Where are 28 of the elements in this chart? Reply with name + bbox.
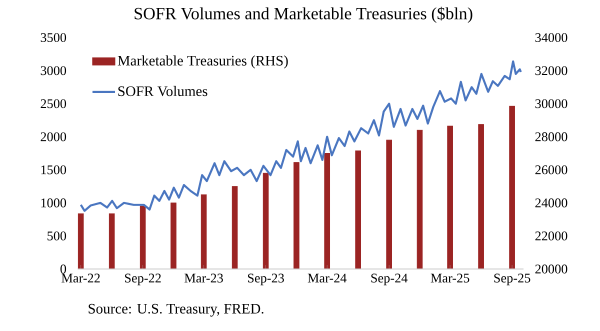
y2-tick-label: 22000 (535, 231, 568, 240)
y2-tick-label: 26000 (535, 165, 568, 174)
x-tick-label: Sep-25 (494, 274, 530, 286)
legend-label: SOFR Volumes (118, 86, 208, 96)
y-tick-label: 0 (60, 264, 66, 274)
y2-tick-label: 24000 (535, 198, 568, 208)
x-tick-label: Mar-25 (430, 274, 470, 282)
legend-label: Marketable Treasuries (RHS) (118, 55, 288, 68)
y-tick-label: 1000 (41, 198, 66, 208)
y-tick-label: 1500 (41, 165, 66, 174)
y-tick-label: 500 (48, 231, 66, 240)
y2-tick-label: 30000 (535, 99, 568, 108)
chart-title: SOFR Volumes and Marketable Treasuries ($bln) (134, 6, 472, 23)
x-tick-label: Sep-22 (125, 274, 161, 286)
x-tick-label: Mar-22 (62, 274, 100, 282)
x-tick-label: Mar-24 (308, 274, 347, 282)
y2-tick-label: 32000 (535, 66, 568, 75)
y-tick-label: 2500 (40, 99, 66, 108)
y-tick-label: 3500 (40, 32, 66, 42)
x-tick-label: Mar-23 (184, 274, 223, 282)
x-tick-label: Sep-24 (371, 274, 408, 286)
y2-tick-label: 28000 (535, 132, 568, 142)
x-tick-label: Sep-23 (248, 274, 284, 286)
y2-tick-label: 20000 (535, 264, 568, 274)
source-note: Source: U.S. Treasury, FRED. (88, 304, 264, 316)
y-tick-label: 3000 (40, 66, 66, 75)
y2-tick-label: 34000 (535, 32, 568, 42)
y-tick-label: 2000 (40, 132, 66, 142)
